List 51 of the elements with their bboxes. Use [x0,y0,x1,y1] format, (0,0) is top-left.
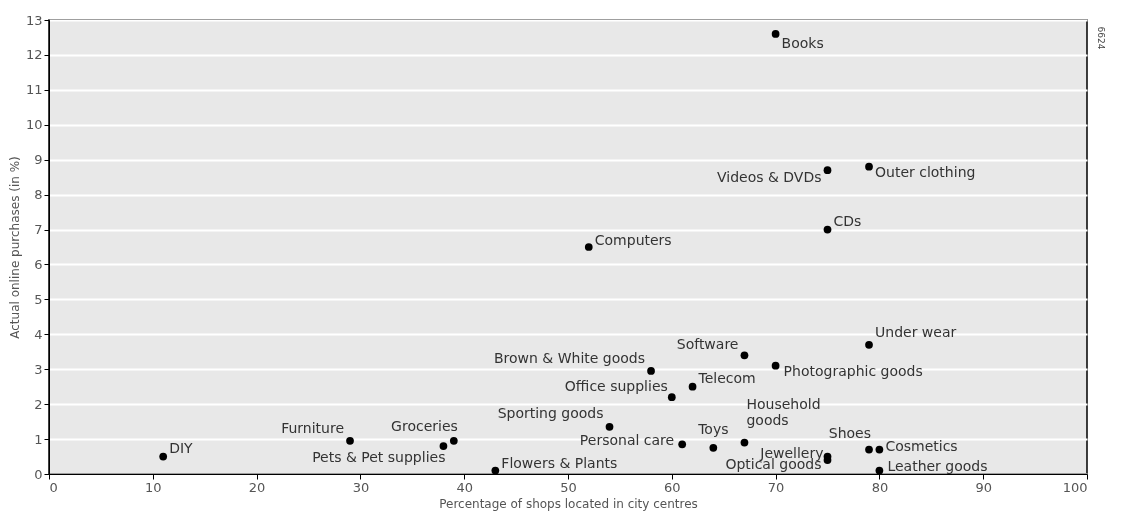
y-tick-label: 1 [34,431,43,447]
x-axis-title: Percentage of shops located in city centres [439,496,698,511]
annotation: Telecom [697,369,756,386]
y-tick-label: 4 [34,326,43,342]
x-tick-label: 50 [560,479,577,495]
x-tick-label: 0 [49,479,58,495]
annotation: Books [781,34,824,51]
annotation: Furniture [281,419,345,436]
annotation: Toys [697,420,729,437]
annotation: Office supplies [564,378,668,395]
annotation: Cosmetics [885,437,958,454]
x-tick-label: 90 [975,479,992,495]
y-tick-label: 5 [34,291,43,307]
y-tick-label: 13 [25,12,43,28]
annotation: Groceries [391,417,458,434]
annotation: Personal care [579,432,675,449]
y-tick-label: 0 [34,466,43,482]
y-tick-label: 10 [25,117,43,133]
annotation: Videos & DVDs [716,169,822,186]
x-tick-label: 80 [871,479,889,495]
annotation: Photographic goods [783,362,923,379]
annotation: Under wear [875,323,957,340]
y-tick-label: 12 [25,47,43,63]
y-axis-title: Actual online purchases (in %) [7,156,22,339]
annotation: Brown & White goods [493,349,646,366]
annotation: Leather goods [887,457,988,474]
y-tick-label: 2 [34,396,43,412]
annotation: Flowers & Plants [501,454,618,471]
text: 6624 [1096,26,1106,50]
x-tick-label: 40 [456,479,473,495]
x-tick-label: 20 [248,479,266,495]
x-tick-label: 60 [664,479,681,495]
y-tick-label: 11 [25,82,43,98]
y-tick-label: 8 [34,187,43,203]
annotation: Household goods [746,395,821,428]
annotation: Sporting goods [497,404,604,421]
y-tick-label: 6 [34,256,43,272]
x-tick-label: 100 [1062,479,1088,495]
annotation: DIY [169,439,194,456]
y-tick-label: 7 [34,222,43,238]
annotation: Shoes [828,424,872,441]
annotation: Pets & Pet supplies [312,449,446,466]
x-tick-label: 70 [767,479,785,495]
x-tick-label: 30 [352,479,370,495]
annotation: Computers [594,232,672,248]
annotation: Software [676,336,739,353]
annotation: Outer clothing [875,163,976,180]
y-tick-label: 9 [34,152,43,168]
x-tick-label: 10 [145,479,162,495]
y-tick-label: 3 [34,361,43,377]
annotation: CDs [833,212,862,229]
